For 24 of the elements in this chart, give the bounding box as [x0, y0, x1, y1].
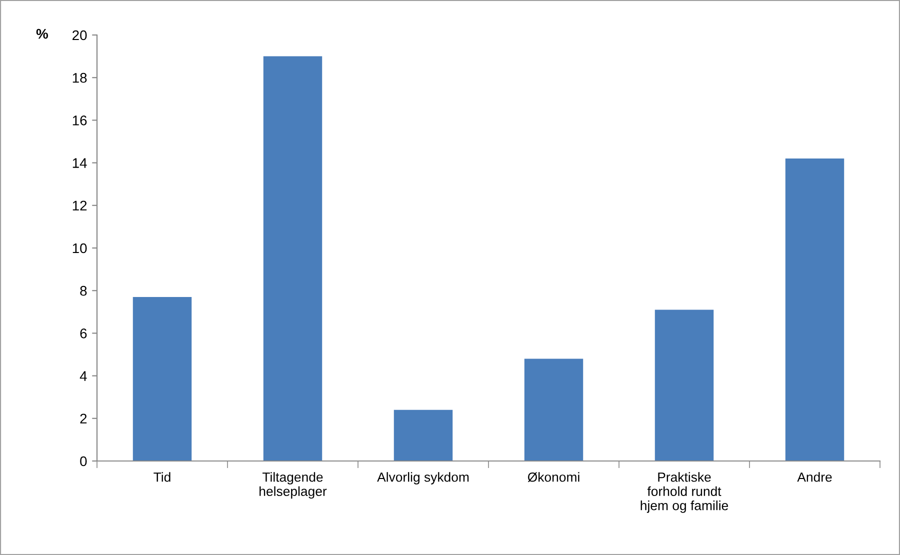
bar [654, 310, 714, 461]
y-tick-label: 18 [72, 72, 87, 83]
bar [524, 358, 584, 461]
y-tick-label: 2 [80, 414, 87, 424]
y-tick-label: 14 [72, 158, 87, 168]
y-tick-label: 6 [80, 328, 87, 338]
y-tick-label: 12 [72, 200, 87, 210]
y-tick-label: 8 [80, 286, 87, 296]
x-tick-label: Økonomi [528, 472, 580, 482]
bar [394, 410, 453, 461]
y-tick-label: 16 [72, 116, 87, 126]
x-tick-label: Tid [154, 472, 170, 482]
y-tick-label: 10 [72, 243, 87, 254]
x-tick-label: Andre [797, 472, 832, 482]
bar [263, 56, 322, 461]
x-tick-label: Praktiske forhold rundt hjem og familie [640, 472, 728, 513]
x-tick-label: Alvorlig sykdom [377, 472, 469, 484]
y-tick-label: 0 [80, 456, 87, 466]
x-tick-label: Tiltagende helseplager [260, 472, 327, 499]
bar [785, 158, 844, 461]
y-axis-title: % [36, 28, 48, 39]
y-tick-label: 4 [80, 371, 87, 381]
y-tick-label: 20 [72, 30, 87, 40]
bar [132, 296, 192, 461]
